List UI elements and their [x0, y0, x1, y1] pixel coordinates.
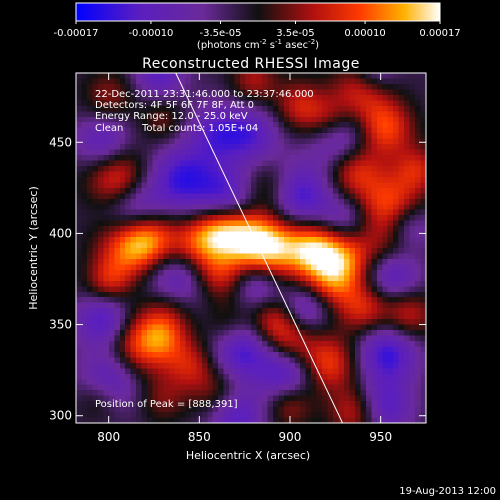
- heatmap-image: [76, 73, 426, 423]
- colorbar-tick-label: 0.00017: [419, 28, 460, 39]
- info-detectors: Detectors: 4F 5F 6F 7F 8F, Att 0: [95, 100, 254, 111]
- info-energy: Energy Range: 12.0 - 25.0 keV: [95, 111, 248, 122]
- axes: 800 850 900 950 300 350 400 450: [49, 73, 426, 444]
- x-axis-label: Heliocentric X (arcsec): [186, 449, 310, 462]
- y-tick-label: 300: [49, 409, 72, 423]
- footer-date: 19-Aug-2013 12:00: [399, 486, 496, 497]
- colorbar-tick-label: 3.5e-05: [276, 28, 314, 39]
- limb-line: [175, 73, 344, 423]
- x-tick-label: 850: [188, 430, 211, 444]
- y-axis-label: Heliocentric Y (arcsec): [27, 186, 40, 310]
- info-panel: 22-Dec-2011 23:31:46.000 to 23:37:46.000…: [95, 89, 314, 410]
- colorbar-tick-label: 0.00010: [344, 28, 385, 39]
- colorbar: [75, 2, 441, 22]
- x-tick-label: 800: [97, 430, 120, 444]
- colorbar-units: (photons cm-2 s-1 asec-2): [197, 38, 319, 51]
- heatmap-area: [75, 72, 427, 424]
- chart-title: Reconstructed RHESSI Image: [142, 56, 360, 72]
- x-tick-label: 950: [369, 430, 392, 444]
- info-time-range: 22-Dec-2011 23:31:46.000 to 23:37:46.000: [95, 89, 314, 100]
- y-tick-label: 450: [49, 135, 72, 149]
- colorbar-ticks: -0.00017 -0.00010 -3.5e-05 3.5e-05 0.00010 0.…: [54, 21, 461, 39]
- colorbar-tick-label: -0.00010: [128, 28, 173, 39]
- info-counts: Total counts: 1.05E+04: [141, 123, 258, 134]
- y-tick-label: 400: [49, 226, 72, 240]
- x-tick-label: 900: [279, 430, 302, 444]
- colorbar-tick-label: -0.00017: [54, 28, 99, 39]
- colorbar-tick-label: -3.5e-05: [200, 28, 242, 39]
- y-tick-label: 350: [49, 318, 72, 332]
- info-method: Clean: [95, 123, 123, 134]
- info-peak: Position of Peak = [888,391]: [95, 399, 238, 410]
